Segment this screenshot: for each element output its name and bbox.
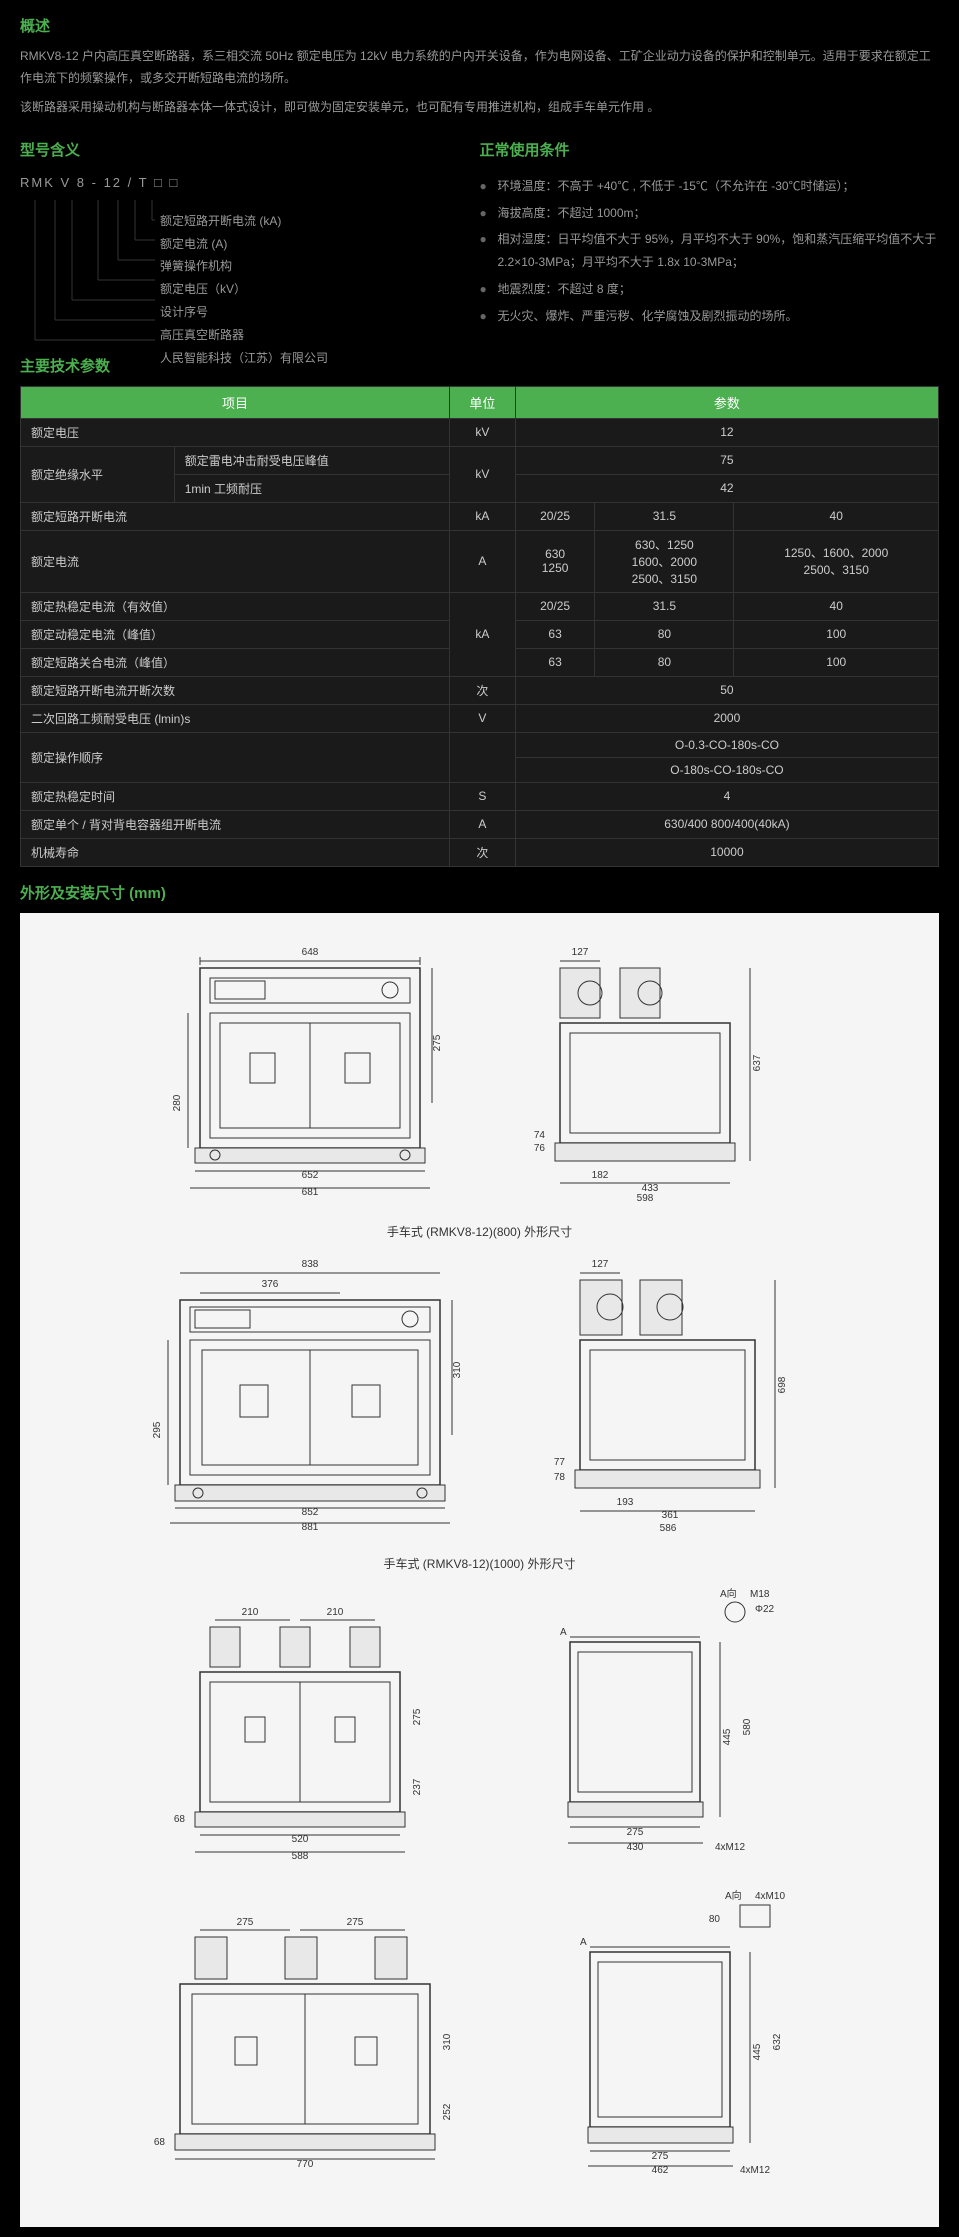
svg-text:838: 838 [301, 1259, 318, 1270]
svg-text:275: 275 [432, 1034, 443, 1051]
diagram-front-1: 648 652 681 [160, 943, 460, 1203]
params-table: 项目 单位 参数 额定电压kV12额定绝缘水平额定雷电冲击耐受电压峰值kV751… [20, 386, 939, 867]
model-section: 型号含义 RMK V 8 - 12 / T □ □ [20, 139, 480, 340]
svg-text:580: 580 [742, 1718, 753, 1735]
svg-text:A: A [560, 1627, 567, 1638]
th-unit: 单位 [450, 386, 516, 418]
svg-text:648: 648 [301, 947, 318, 958]
diagram-front-4: 275 275 770 310 252 [140, 1887, 480, 2177]
model-line: 额定电压（kV） [160, 278, 328, 301]
svg-text:698: 698 [777, 1376, 788, 1393]
svg-text:770: 770 [296, 2159, 313, 2170]
svg-text:74: 74 [533, 1130, 545, 1141]
model-line: 额定短路开断电流 (kA) [160, 210, 328, 233]
overview-p2: 该断路器采用操动机构与断路器本体一体式设计，即可做为固定安装单元，也可配有专用推… [0, 97, 959, 119]
diagram-section: 648 652 681 [20, 913, 939, 2227]
svg-text:852: 852 [301, 1507, 318, 1518]
svg-text:275: 275 [346, 1917, 363, 1928]
conditions-section: 正常使用条件 环境温度：不高于 +40℃ , 不低于 -15℃（不允许在 -30… [480, 139, 940, 340]
svg-text:210: 210 [326, 1607, 343, 1618]
svg-text:275: 275 [626, 1827, 643, 1838]
svg-text:275: 275 [236, 1917, 253, 1928]
svg-text:376: 376 [261, 1279, 278, 1290]
condition-item: 无火灾、爆炸、严重污秽、化学腐蚀及剧烈振动的场所。 [480, 305, 940, 328]
svg-text:280: 280 [172, 1094, 183, 1111]
condition-item: 海拔高度：不超过 1000m； [480, 202, 940, 225]
model-line: 额定电流 (A) [160, 233, 328, 256]
diagram-front-3: 210 210 520 588 2 [160, 1587, 460, 1867]
diagram-side-1: 127 637 74 76 182 433 598 [520, 943, 800, 1203]
svg-text:210: 210 [241, 1607, 258, 1618]
svg-text:632: 632 [772, 2033, 783, 2050]
model-line: 弹簧操作机构 [160, 255, 328, 278]
diagram-front-2: 838 376 852 [140, 1255, 480, 1535]
svg-text:598: 598 [636, 1193, 653, 1203]
svg-text:68: 68 [153, 2137, 165, 2148]
svg-text:A向: A向 [725, 1889, 742, 1902]
svg-text:127: 127 [571, 947, 588, 958]
svg-text:237: 237 [412, 1778, 423, 1795]
condition-item: 相对湿度：日平均值不大于 95%，月平均不大于 90%，饱和蒸汽压缩平均值不大于… [480, 228, 940, 274]
svg-text:182: 182 [591, 1170, 608, 1181]
model-code: RMK V 8 - 12 / T □ □ [20, 175, 480, 190]
diagram-side-2: 127 698 77 78 193 361 586 [540, 1255, 820, 1535]
svg-text:127: 127 [591, 1259, 608, 1270]
th-param: 参数 [515, 386, 938, 418]
svg-text:430: 430 [626, 1842, 643, 1853]
model-title: 型号含义 [20, 139, 480, 160]
caption-1: 手车式 (RMKV8-12)(800) 外形尺寸 [40, 1223, 919, 1240]
svg-text:252: 252 [442, 2103, 453, 2120]
svg-text:Φ22: Φ22 [755, 1604, 775, 1615]
svg-text:637: 637 [752, 1054, 763, 1071]
svg-text:A: A [580, 1937, 587, 1948]
svg-text:586: 586 [659, 1523, 676, 1534]
condition-item: 地震烈度：不超过 8 度； [480, 278, 940, 301]
svg-text:588: 588 [291, 1851, 308, 1862]
svg-text:445: 445 [752, 2043, 763, 2060]
svg-text:310: 310 [452, 1361, 463, 1378]
svg-text:4xM12: 4xM12 [715, 1842, 745, 1853]
svg-text:295: 295 [152, 1421, 163, 1438]
svg-text:A向: A向 [720, 1587, 737, 1600]
svg-text:520: 520 [291, 1834, 308, 1845]
svg-text:275: 275 [412, 1708, 423, 1725]
svg-text:77: 77 [553, 1457, 565, 1468]
svg-text:68: 68 [173, 1814, 185, 1825]
svg-text:M18: M18 [750, 1589, 770, 1600]
svg-text:4xM12: 4xM12 [740, 2165, 770, 2176]
condition-item: 环境温度：不高于 +40℃ , 不低于 -15℃（不允许在 -30℃时储运）； [480, 175, 940, 198]
svg-text:445: 445 [722, 1728, 733, 1745]
overview-p1: RMKV8-12 户内高压真空断路器，系三相交流 50Hz 额定电压为 12kV… [0, 46, 959, 89]
svg-text:652: 652 [301, 1170, 318, 1181]
svg-text:310: 310 [442, 2033, 453, 2050]
conditions-title: 正常使用条件 [480, 139, 940, 160]
svg-text:193: 193 [616, 1497, 633, 1508]
svg-text:462: 462 [651, 2165, 668, 2176]
model-line: 人民智能科技（江苏）有限公司 [160, 347, 328, 370]
svg-text:78: 78 [553, 1472, 565, 1483]
overview-title: 概述 [0, 15, 959, 36]
caption-2: 手车式 (RMKV8-12)(1000) 外形尺寸 [40, 1555, 919, 1572]
model-line: 设计序号 [160, 301, 328, 324]
diagram-side-3: A向 M18 Φ22 A 445 580 275 430 4xM [520, 1587, 800, 1867]
svg-text:80: 80 [708, 1914, 720, 1925]
diagram-side-4: A向 4xM10 80 A 445 632 275 462 4x [540, 1887, 820, 2177]
svg-text:275: 275 [651, 2151, 668, 2162]
th-item: 项目 [21, 386, 450, 418]
svg-text:361: 361 [661, 1510, 678, 1521]
model-line: 高压真空断路器 [160, 324, 328, 347]
svg-text:881: 881 [301, 1522, 318, 1533]
dimensions-title: 外形及安装尺寸 (mm) [0, 882, 959, 903]
svg-text:76: 76 [533, 1143, 545, 1154]
svg-text:681: 681 [301, 1187, 318, 1198]
svg-text:4xM10: 4xM10 [755, 1891, 785, 1902]
